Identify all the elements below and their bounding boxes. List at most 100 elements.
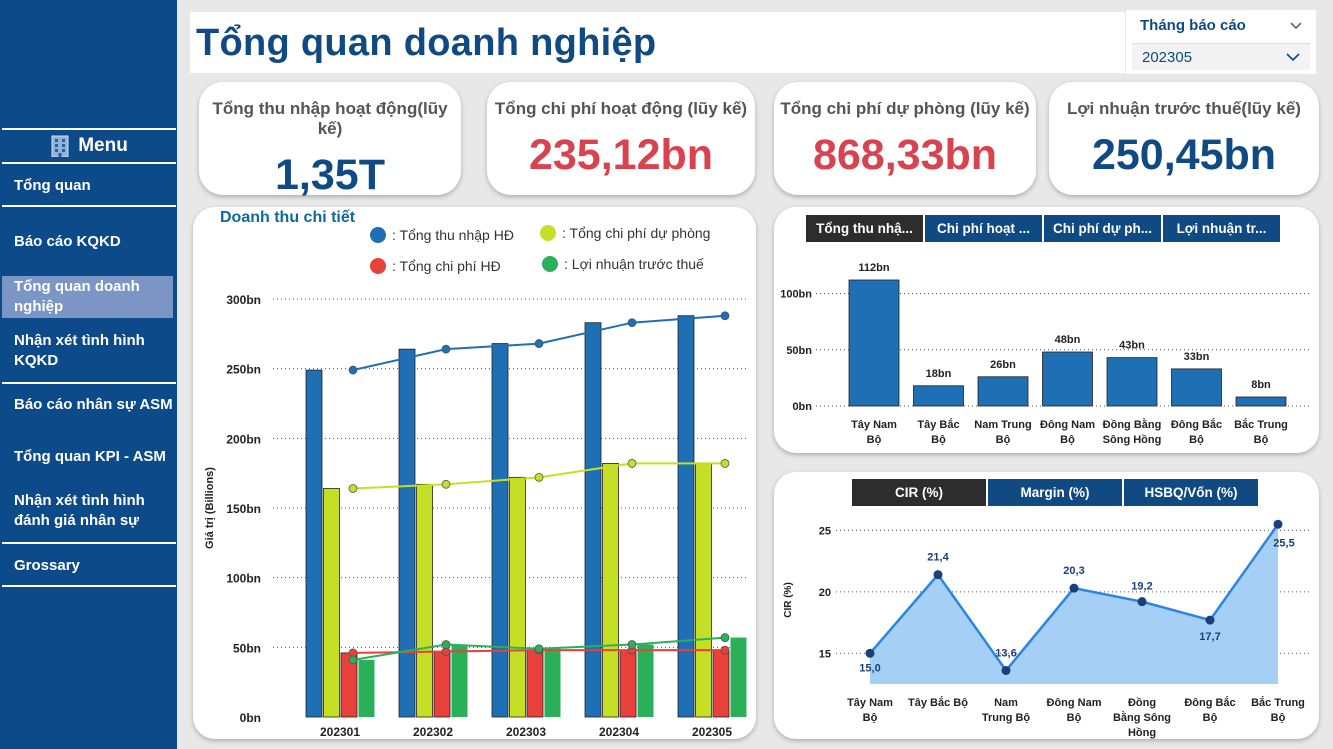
tab-tong-thu-nhap[interactable]: Tổng thu nhậ... [806, 215, 923, 242]
line-point [441, 344, 451, 354]
line-point [441, 640, 451, 649]
kpi-card-operating-cost: Tổng chi phí hoạt động (lũy kế) 235,12bn [487, 82, 755, 195]
menu-header: Menu [2, 128, 176, 164]
tab-chi-phi-du-phong[interactable]: Chi phí dự ph... [1044, 215, 1161, 242]
bar-0 [491, 343, 509, 718]
y-axis-title: CIR (%) [783, 582, 794, 618]
line-point [348, 484, 358, 493]
kpi-title: Lợi nhuận trước thuế(lũy kế) [1067, 99, 1301, 118]
tab-hsbq-von[interactable]: HSBQ/Vốn (%) [1124, 479, 1258, 506]
bar-2 [526, 649, 544, 718]
x-tick-label: Đông Bắc [1171, 418, 1222, 431]
panel-title: Doanh thu chi tiết [220, 209, 356, 226]
sidebar-item-label: Grossary [14, 556, 80, 574]
x-tick-label: Bộ [867, 434, 882, 446]
line-point [720, 645, 730, 655]
data-label: 48bn [1055, 334, 1081, 346]
slicer-dropdown[interactable]: 202305 [1132, 43, 1310, 70]
bar-0 [398, 348, 416, 718]
page-title: Tổng quan doanh nghiệp [196, 22, 657, 64]
data-label: 17,7 [1199, 631, 1220, 643]
x-tick-label: Nam Trung [974, 419, 1031, 431]
cir-point [1069, 583, 1079, 593]
sidebar-item-bao-cao-kqkd[interactable]: Báo cáo KQKD [2, 209, 176, 275]
sidebar-item-grossary[interactable]: Grossary [2, 546, 176, 587]
tab-margin[interactable]: Margin (%) [988, 479, 1122, 506]
kpi-card-provision-cost: Tổng chi phí dự phòng (lũy kế) 868,33bn [774, 82, 1036, 195]
y-tick-label: 15 [819, 648, 831, 660]
data-label: 18bn [926, 368, 952, 380]
data-label: 20,3 [1063, 565, 1084, 577]
x-tick-label: Bộ [1271, 712, 1286, 724]
x-tick-label: Bộ [996, 434, 1011, 446]
region-bar [1171, 368, 1222, 407]
region-panel: Tổng thu nhậ... Chi phí hoạt ... Chi phí… [774, 207, 1319, 453]
sidebar-item-kpi-asm[interactable]: Tổng quan KPI - ASM [2, 438, 176, 476]
x-tick-label: Bộ [1254, 434, 1269, 446]
tab-cir[interactable]: CIR (%) [852, 479, 986, 506]
tab-chi-phi-hoat-dong[interactable]: Chi phí hoạt ... [925, 215, 1042, 242]
kpi-title: Tổng thu nhập hoạt động(lũy kế) [212, 99, 448, 138]
legend-label: : Lợi nhuận trước thuế [564, 256, 704, 272]
data-label: 21,4 [927, 552, 949, 564]
data-label: 8bn [1251, 379, 1271, 391]
kpi-value: 868,33bn [812, 131, 998, 179]
menu-label: Menu [78, 135, 128, 156]
line-point [534, 644, 544, 654]
x-tick-label: 202302 [413, 725, 453, 739]
line-point [534, 472, 544, 482]
x-tick-label: Tây Nam [851, 419, 897, 431]
bar-1 [416, 483, 433, 718]
region-bar [848, 279, 900, 407]
sidebar-item-tong-quan-doanh-nghiep[interactable]: Tổng quan doanh nghiệp [2, 276, 173, 318]
y-axis-title: Giá trị (Billions) [204, 467, 216, 549]
legend-marker [540, 225, 556, 241]
x-tick-label: Bắc Trung [1251, 696, 1305, 709]
data-label: 112bn [858, 262, 889, 274]
x-tick-label: Tây Bắc Bộ [908, 696, 968, 709]
chevron-down-icon[interactable] [1286, 53, 1300, 62]
x-tick-label: Hồng [1128, 727, 1156, 739]
report-month-slicer[interactable]: Tháng báo cáo 202305 [1126, 10, 1316, 74]
x-tick-label: 202304 [599, 725, 639, 739]
sidebar-item-danh-gia-nhan-su[interactable]: Nhận xét tình hình đánh giá nhân sự [2, 480, 176, 544]
sidebar-item-nhan-su-asm[interactable]: Báo cáo nhân sự ASM [2, 386, 176, 424]
y-tick-label: 25 [819, 525, 831, 537]
line-point [720, 459, 730, 468]
sidebar-item-tong-quan[interactable]: Tổng quan [2, 166, 176, 207]
kpi-value: 1,35T [275, 151, 385, 199]
line-point [348, 655, 358, 665]
chevron-down-icon[interactable] [1290, 22, 1302, 30]
tab-loi-nhuan[interactable]: Lợi nhuận tr... [1163, 215, 1280, 242]
slicer-value: 202305 [1142, 49, 1193, 66]
x-tick-label: Đông Bắc [1184, 696, 1235, 709]
sidebar-item-label: Tổng quan KPI - ASM [14, 448, 166, 465]
x-tick-label: 202301 [320, 725, 360, 739]
cir-point [865, 648, 875, 658]
x-tick-label: Bộ [1060, 434, 1075, 446]
x-tick-label: Trung Bộ [982, 712, 1031, 724]
legend-marker [370, 258, 386, 274]
tab-label: Lợi nhuận tr... [1176, 221, 1267, 236]
tab-label: Margin (%) [1020, 485, 1090, 500]
y-tick-label: 0bn [792, 401, 812, 413]
bar-3 [544, 648, 561, 717]
y-tick-label: 200bn [226, 432, 261, 446]
sidebar-item-label: Nhận xét tình hình KQKD [14, 332, 145, 369]
x-tick-label: Đông Nam [1040, 419, 1095, 431]
sidebar-item-nhan-xet-kqkd[interactable]: Nhận xét tình hình KQKD [2, 320, 176, 384]
y-tick-label: 20 [819, 587, 831, 599]
y-tick-label: 100bn [780, 289, 812, 301]
building-icon [50, 135, 70, 158]
kpi-card-profit-before-tax: Lợi nhuận trước thuế(lũy kế) 250,45bn [1049, 82, 1319, 195]
bar-2 [619, 649, 637, 718]
sidebar-item-label: Tổng quan doanh nghiệp [14, 278, 140, 315]
region-bar [1235, 396, 1287, 407]
slicer-label: Tháng báo cáo [1140, 17, 1246, 34]
legend-label: : Tổng chi phí dự phòng [562, 225, 710, 241]
x-tick-label: Bắc Trung [1234, 418, 1288, 431]
cir-point [1205, 615, 1215, 625]
bar-1 [323, 488, 340, 718]
bar-0 [305, 369, 323, 718]
x-tick-label: 202303 [506, 725, 546, 739]
